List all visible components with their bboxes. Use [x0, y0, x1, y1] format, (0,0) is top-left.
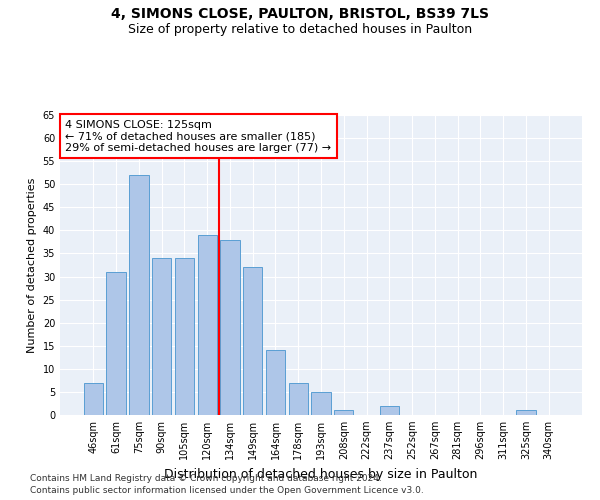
Bar — [106, 272, 126, 415]
Bar — [311, 392, 331, 415]
Text: 4, SIMONS CLOSE, PAULTON, BRISTOL, BS39 7LS: 4, SIMONS CLOSE, PAULTON, BRISTOL, BS39 … — [111, 8, 489, 22]
X-axis label: Distribution of detached houses by size in Paulton: Distribution of detached houses by size … — [164, 468, 478, 480]
Bar — [197, 235, 217, 415]
Bar — [84, 382, 103, 415]
Text: 4 SIMONS CLOSE: 125sqm
← 71% of detached houses are smaller (185)
29% of semi-de: 4 SIMONS CLOSE: 125sqm ← 71% of detached… — [65, 120, 331, 152]
Bar — [289, 382, 308, 415]
Bar — [380, 406, 399, 415]
Bar — [175, 258, 194, 415]
Y-axis label: Number of detached properties: Number of detached properties — [27, 178, 37, 352]
Bar — [243, 268, 262, 415]
Bar — [516, 410, 536, 415]
Text: Size of property relative to detached houses in Paulton: Size of property relative to detached ho… — [128, 22, 472, 36]
Bar — [220, 240, 239, 415]
Bar — [334, 410, 353, 415]
Bar — [266, 350, 285, 415]
Bar — [129, 175, 149, 415]
Bar — [152, 258, 172, 415]
Text: Contains HM Land Registry data © Crown copyright and database right 2024.
Contai: Contains HM Land Registry data © Crown c… — [30, 474, 424, 495]
